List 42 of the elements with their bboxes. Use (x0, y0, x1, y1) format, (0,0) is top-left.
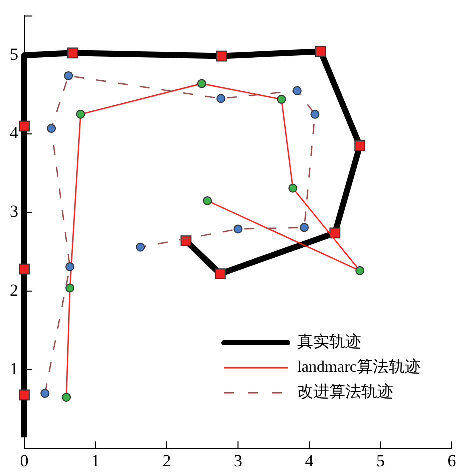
legend-label: 改进算法轨迹 (297, 382, 394, 403)
point (66, 262, 75, 272)
point (216, 50, 228, 62)
point (216, 94, 226, 104)
point (19, 390, 30, 401)
point (288, 184, 298, 193)
point (354, 140, 366, 152)
x-tick-label: 0 (20, 451, 29, 470)
point (315, 46, 326, 58)
point (203, 196, 212, 206)
point (292, 86, 302, 96)
y-tick-label: 3 (10, 202, 18, 222)
point (356, 266, 365, 276)
x-tick-label: 6 (448, 451, 456, 470)
y-tick-label: 5 (10, 44, 18, 64)
point (40, 389, 50, 398)
point (19, 264, 30, 275)
point (277, 95, 286, 104)
point (300, 223, 310, 232)
y-tick-label: 2 (10, 280, 18, 300)
point (62, 393, 72, 402)
legend-label: landmarc算法轨迹 (297, 358, 421, 378)
point (68, 48, 78, 59)
x-tick-label: 5 (376, 451, 385, 470)
point (19, 120, 30, 132)
y-tick-label: 1 (10, 359, 18, 378)
point (66, 284, 75, 293)
point (64, 71, 74, 80)
point (214, 268, 226, 280)
point (47, 124, 56, 134)
point (234, 224, 243, 234)
point (197, 79, 206, 88)
point (136, 242, 146, 252)
y-tick-label: 4 (10, 124, 19, 143)
point (310, 110, 320, 119)
legend-label: 真实轨迹 (297, 332, 362, 353)
x-tick-label: 2 (162, 451, 172, 470)
x-tick-label: 1 (92, 451, 100, 470)
x-tick-label: 3 (234, 451, 242, 470)
x-tick-label: 4 (305, 451, 314, 470)
point (76, 110, 86, 119)
point (330, 228, 341, 239)
